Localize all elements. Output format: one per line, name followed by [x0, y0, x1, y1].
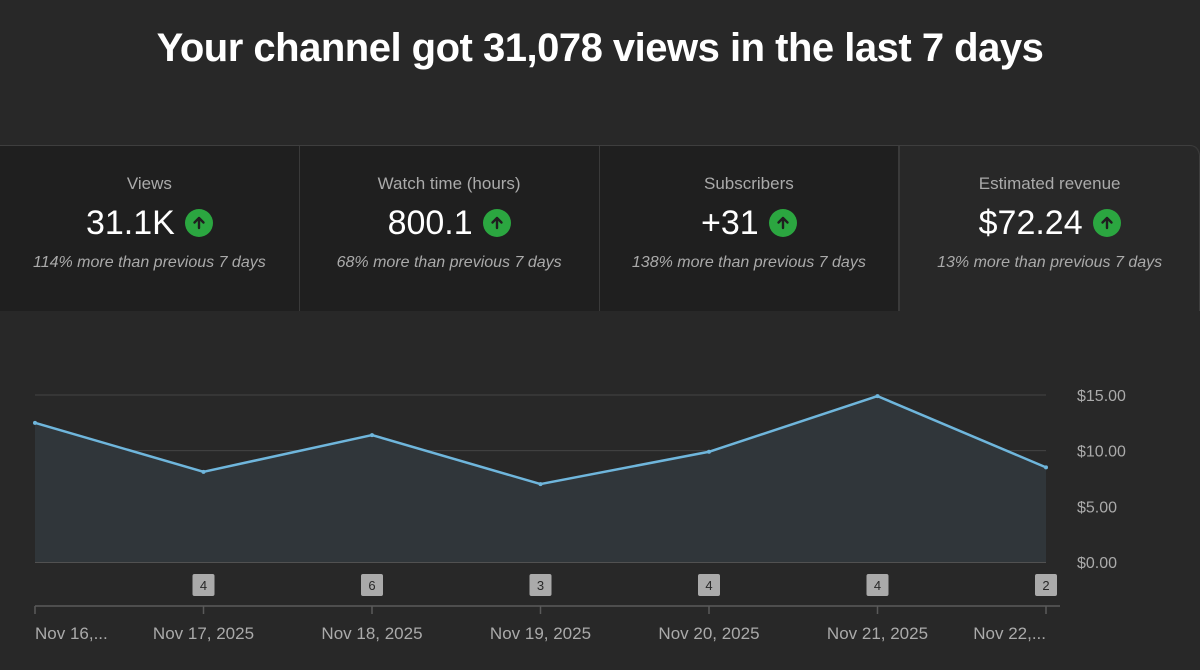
- subscribers-card[interactable]: Subscribers +31 138% more than previous …: [599, 146, 900, 311]
- y-tick-label: $0.00: [1077, 555, 1117, 572]
- views-card[interactable]: Views 31.1K 114% more than previous 7 da…: [0, 146, 300, 311]
- card-comparison: 13% more than previous 7 days: [937, 254, 1163, 271]
- annotation-badge-label: 4: [874, 578, 881, 593]
- card-value: 800.1: [387, 203, 473, 242]
- annotation-badge: [866, 574, 889, 596]
- arrow-up-icon: [768, 209, 797, 237]
- x-tick-label: Nov 16,...: [35, 624, 108, 643]
- card-comparison: 114% more than previous 7 days: [33, 254, 266, 271]
- metric-cards: Views 31.1K 114% more than previous 7 da…: [0, 145, 1200, 311]
- arrow-up-icon: [482, 209, 511, 237]
- card-label: Estimated revenue: [978, 174, 1121, 193]
- y-tick-label: $5.00: [1077, 499, 1117, 516]
- annotation-badge-label: 3: [537, 578, 544, 593]
- card-label: Views: [126, 174, 172, 193]
- card-value-row: $72.24: [979, 202, 1121, 244]
- x-tick-label: Nov 19, 2025: [490, 624, 591, 643]
- y-tick-label: $15.00: [1077, 388, 1126, 405]
- data-point: [33, 420, 37, 425]
- page-headline: Your channel got 31,078 views in the las…: [156, 26, 1044, 70]
- card-value-row: +31: [701, 202, 797, 244]
- annotation-badge-label: 6: [368, 578, 375, 593]
- data-point: [875, 394, 880, 399]
- area-fill: [35, 396, 1046, 562]
- x-tick-label: Nov 17, 2025: [153, 624, 254, 643]
- card-comparison: 68% more than previous 7 days: [336, 254, 562, 271]
- watch-time-card[interactable]: Watch time (hours) 800.1 68% more than p…: [299, 146, 600, 311]
- annotation-badge-label: 4: [200, 578, 207, 593]
- card-comparison: 138% more than previous 7 days: [631, 254, 866, 271]
- x-tick-label: Nov 18, 2025: [321, 624, 422, 643]
- data-point: [370, 433, 374, 438]
- annotation-badge-label: 2: [1042, 578, 1049, 593]
- annotation-badge: [698, 574, 720, 596]
- x-tick-label: Nov 20, 2025: [658, 624, 759, 643]
- annotation-badge: [192, 574, 215, 596]
- annotation-badge: [361, 574, 383, 596]
- card-value: +31: [701, 203, 759, 242]
- card-value: 31.1K: [85, 203, 175, 242]
- card-value: $72.24: [978, 203, 1083, 242]
- data-point: [1044, 465, 1048, 470]
- y-tick-label: $10.00: [1077, 444, 1126, 461]
- data-point: [538, 482, 543, 487]
- arrow-up-icon: [1092, 209, 1121, 237]
- x-tick-label: Nov 21, 2025: [827, 624, 928, 643]
- card-label: Subscribers: [703, 174, 794, 193]
- annotation-badge: [1035, 574, 1057, 596]
- card-value-row: 800.1: [388, 202, 511, 244]
- card-value-row: 31.1K: [86, 202, 213, 244]
- annotation-badge-label: 4: [705, 578, 712, 593]
- x-tick-label: Nov 22,...: [973, 624, 1046, 643]
- arrow-up-icon: [184, 209, 213, 237]
- annotation-badge: [529, 574, 552, 596]
- data-point: [201, 469, 206, 474]
- card-label: Watch time (hours): [377, 174, 521, 193]
- data-point: [707, 449, 711, 454]
